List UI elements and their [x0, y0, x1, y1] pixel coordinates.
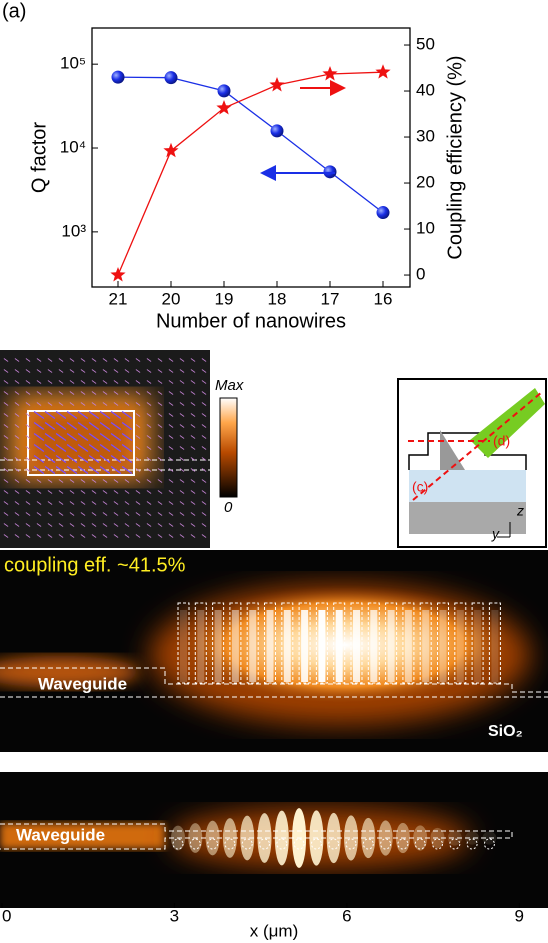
- x-axis-label: x (μm): [250, 921, 299, 940]
- colorbar: [220, 398, 237, 497]
- substrate-layer: [409, 502, 526, 534]
- x-axis-label: Number of nanowires: [156, 310, 346, 332]
- y2-tick-label: 20: [416, 173, 435, 192]
- colorbar-min: 0: [224, 499, 233, 516]
- star-marker: [163, 143, 178, 158]
- circle-marker: [112, 71, 125, 84]
- wire-field: [318, 610, 325, 682]
- inset-schematic: (d) (c) z y: [398, 379, 546, 547]
- wire-field: [284, 610, 291, 682]
- wire-field: [336, 610, 343, 682]
- wire-field: [301, 610, 308, 682]
- y-tick-label: 10⁴: [60, 138, 86, 157]
- field-map: Max 0: [0, 350, 244, 548]
- field-profile-side: coupling eff. ~41.5% Waveguide SiO₂: [0, 550, 548, 752]
- star-marker: [322, 66, 337, 81]
- substrate-label: SiO₂: [488, 723, 523, 740]
- x-tick-label: 21: [109, 289, 128, 308]
- x-tick-label: 16: [374, 289, 393, 308]
- x-tick-label: 20: [162, 289, 181, 308]
- figure: 10³10⁴10⁵01020304050212019181716Number o…: [0, 0, 548, 943]
- wire-field: [405, 610, 412, 682]
- x-tick-label: 0: [2, 906, 11, 925]
- wire-field: [267, 610, 274, 682]
- wire-field: [422, 610, 429, 682]
- wire-field: [249, 610, 256, 682]
- y2-tick-label: 30: [416, 127, 435, 146]
- y2-tick-label: 40: [416, 81, 435, 100]
- circle-marker: [218, 84, 231, 97]
- label-d: (d): [493, 433, 510, 449]
- x-tick-label: 9: [515, 906, 524, 925]
- wire-field: [232, 610, 239, 682]
- axis-y: y: [491, 526, 500, 542]
- wire-field: [457, 610, 464, 682]
- chart: 10³ 10⁴ 10⁵ 0 10 20 30 40 50 21 20 19 18 17 16 Number o…: [28, 28, 466, 332]
- label-c: (c): [412, 479, 428, 495]
- wire-field: [197, 610, 204, 682]
- wire-field: [215, 610, 222, 682]
- y2-tick-label: 0: [416, 265, 425, 284]
- circle-marker: [324, 165, 337, 178]
- colorbar-max: Max: [215, 377, 244, 394]
- x-tick-label: 18: [268, 289, 287, 308]
- wire-field: [474, 610, 481, 682]
- arrow-right-head: [330, 80, 346, 96]
- x-tick-label: 3: [170, 906, 179, 925]
- series-line: [118, 77, 383, 212]
- star-marker: [110, 267, 125, 282]
- plot-frame: [92, 28, 410, 287]
- annotation: coupling eff. ~41.5%: [4, 554, 186, 576]
- wire-field: [353, 610, 360, 682]
- x-tick-label: 17: [321, 289, 340, 308]
- y2-tick-label: 50: [416, 35, 435, 54]
- wire-field: [180, 610, 187, 682]
- y-tick-label: 10³: [61, 221, 86, 240]
- wire-field: [440, 610, 447, 682]
- x-tick-label: 19: [215, 289, 234, 308]
- waveguide-label: Waveguide: [16, 825, 105, 844]
- y2-tick-label: 10: [416, 219, 435, 238]
- wire-field: [491, 610, 498, 682]
- panel-label: (a): [2, 0, 26, 22]
- star-marker: [375, 64, 390, 78]
- wire-field: [370, 610, 377, 682]
- star-marker: [269, 77, 284, 92]
- circle-marker: [271, 124, 284, 137]
- arrow-left-head: [260, 165, 276, 181]
- waveguide-label: Waveguide: [38, 674, 127, 693]
- series-line: [118, 72, 383, 275]
- circle-marker: [165, 71, 178, 84]
- y2-axis-label: Coupling efficiency (%): [444, 55, 466, 259]
- x-tick-label: 6: [342, 906, 351, 925]
- wire-field: [388, 610, 395, 682]
- y-tick-label: 10⁵: [60, 54, 86, 73]
- field-profile-bottom: Waveguide 0 3 6 9 x (μm): [0, 772, 548, 940]
- y-axis-label: Q factor: [28, 122, 50, 193]
- axis-z: z: [516, 503, 524, 519]
- circle-marker: [377, 206, 390, 219]
